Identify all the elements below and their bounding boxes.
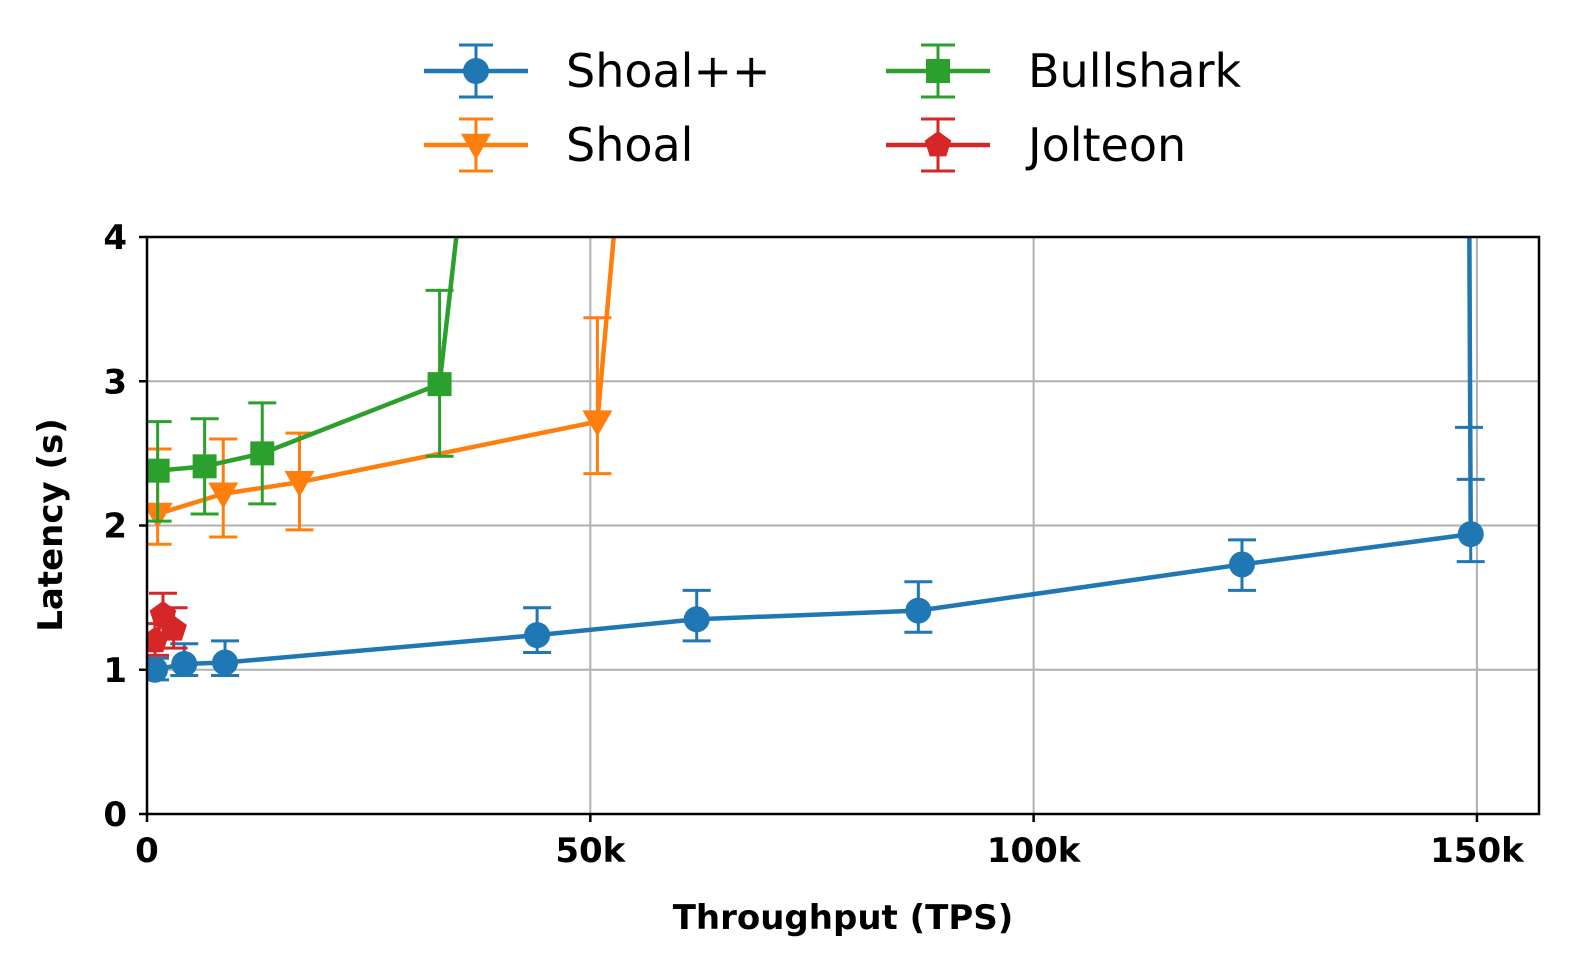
y-tick-label: 1 <box>103 651 127 691</box>
y-tick-label: 0 <box>103 795 127 835</box>
legend-marker <box>461 133 491 160</box>
data-point <box>284 470 315 498</box>
axis-ticks: 0 50k 100k 150k 0 1 2 3 4 <box>103 218 1525 871</box>
legend-marker <box>926 59 950 83</box>
legend-marker <box>924 131 952 157</box>
y-axis-title: Latency (s) <box>31 418 71 632</box>
data-point <box>1228 551 1255 578</box>
series-bullshark <box>147 237 459 523</box>
legend-item-bullshark: Bullshark <box>886 43 1241 99</box>
data-point <box>683 606 710 633</box>
data-point <box>147 458 170 483</box>
series-shoal <box>147 237 616 546</box>
data-point <box>160 615 187 641</box>
error-bar <box>1456 477 1485 564</box>
y-tick-label: 4 <box>103 218 127 258</box>
x-tick-label: 150k <box>1430 831 1525 871</box>
grid <box>147 237 1539 814</box>
x-axis-title: Throughput (TPS) <box>673 898 1014 938</box>
legend-label: Bullshark <box>1028 44 1241 98</box>
series-line <box>154 237 1473 672</box>
error-bar <box>583 316 612 476</box>
legend-label: Shoal <box>566 118 693 172</box>
data-point <box>192 454 217 479</box>
legend-label: Shoal++ <box>566 44 771 98</box>
data-point <box>524 622 551 649</box>
x-tick-label: 100k <box>987 831 1082 871</box>
legend-label: Jolteon <box>1025 118 1186 172</box>
legend: Shoal++ Shoal Bullshark Jolteon <box>424 43 1241 173</box>
data-point <box>427 372 452 397</box>
series-layer <box>147 237 1485 683</box>
series-jolteon <box>147 591 188 657</box>
x-tick-label: 0 <box>135 831 159 871</box>
data-point <box>171 650 198 677</box>
legend-item-shoal: Shoal <box>424 117 693 173</box>
series-shoal <box>147 237 1485 683</box>
legend-item-shoal: Shoal++ <box>424 43 771 99</box>
y-tick-label: 2 <box>103 507 127 547</box>
data-point <box>905 597 932 624</box>
legend-marker <box>463 58 489 84</box>
data-point <box>147 502 173 529</box>
data-point <box>1457 521 1484 548</box>
data-point <box>208 482 239 509</box>
data-point <box>212 649 239 676</box>
y-tick-label: 3 <box>103 362 127 402</box>
data-point <box>250 441 275 466</box>
legend-item-jolteon: Jolteon <box>886 117 1186 173</box>
x-tick-label: 50k <box>555 831 626 871</box>
data-point <box>582 410 613 437</box>
data-point <box>147 656 168 683</box>
